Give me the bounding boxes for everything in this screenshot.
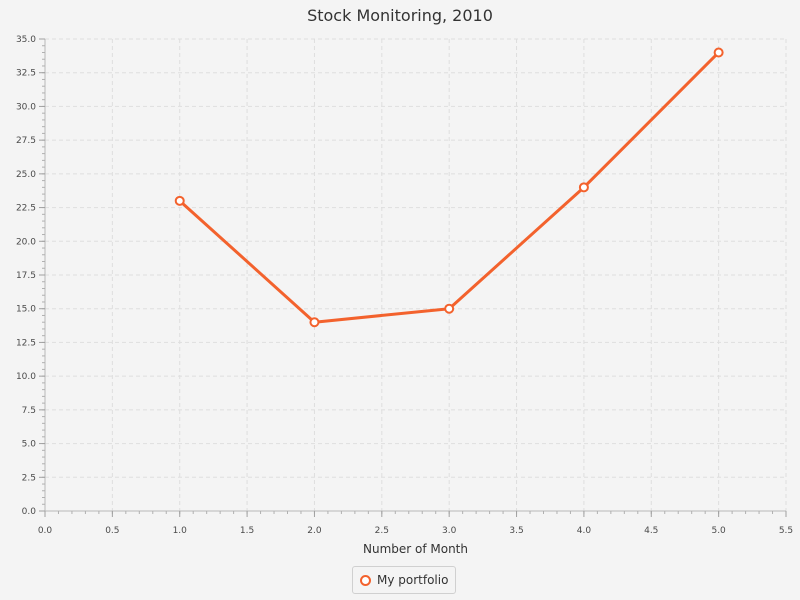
y-tick-label: 5.0 [22,440,37,450]
chart-title: Stock Monitoring, 2010 [307,6,493,25]
x-tick-label: 3.5 [509,526,523,536]
x-axis-title: Number of Month [363,542,468,556]
y-tick-label: 2.5 [22,473,36,483]
y-tick-label: 15.0 [16,305,36,315]
data-point [444,303,455,314]
x-tick-label: 4.0 [577,526,592,536]
legend-label: My portfolio [377,573,449,587]
data-point [713,47,724,58]
y-tick-label: 17.5 [16,271,36,281]
y-tick-label: 7.5 [22,406,36,416]
y-tick-label: 27.5 [16,136,36,146]
y-tick-label: 20.0 [16,237,36,247]
x-tick-label: 4.5 [644,526,658,536]
y-tick-label: 22.5 [16,204,36,214]
x-tick-label: 1.0 [173,526,188,536]
x-tick-label: 0.0 [38,526,53,536]
x-tick-label: 2.0 [307,526,322,536]
x-tick-label: 2.5 [375,526,389,536]
data-point [174,195,185,206]
x-tick-label: 5.5 [779,526,793,536]
legend: My portfolio [352,566,457,594]
legend-marker-icon [360,574,371,586]
x-tick-label: 1.5 [240,526,254,536]
y-tick-label: 10.0 [16,372,36,382]
y-tick-label: 35.0 [16,35,36,45]
data-point [578,182,589,193]
y-tick-label: 12.5 [16,338,36,348]
y-tick-label: 0.0 [22,507,37,517]
x-tick-label: 0.5 [105,526,119,536]
data-point [309,317,320,328]
y-tick-label: 25.0 [16,170,36,180]
x-tick-label: 3.0 [442,526,457,536]
x-tick-label: 5.0 [711,526,726,536]
plot-area [45,39,786,511]
y-tick-label: 32.5 [16,69,36,79]
y-tick-label: 30.0 [16,102,36,112]
